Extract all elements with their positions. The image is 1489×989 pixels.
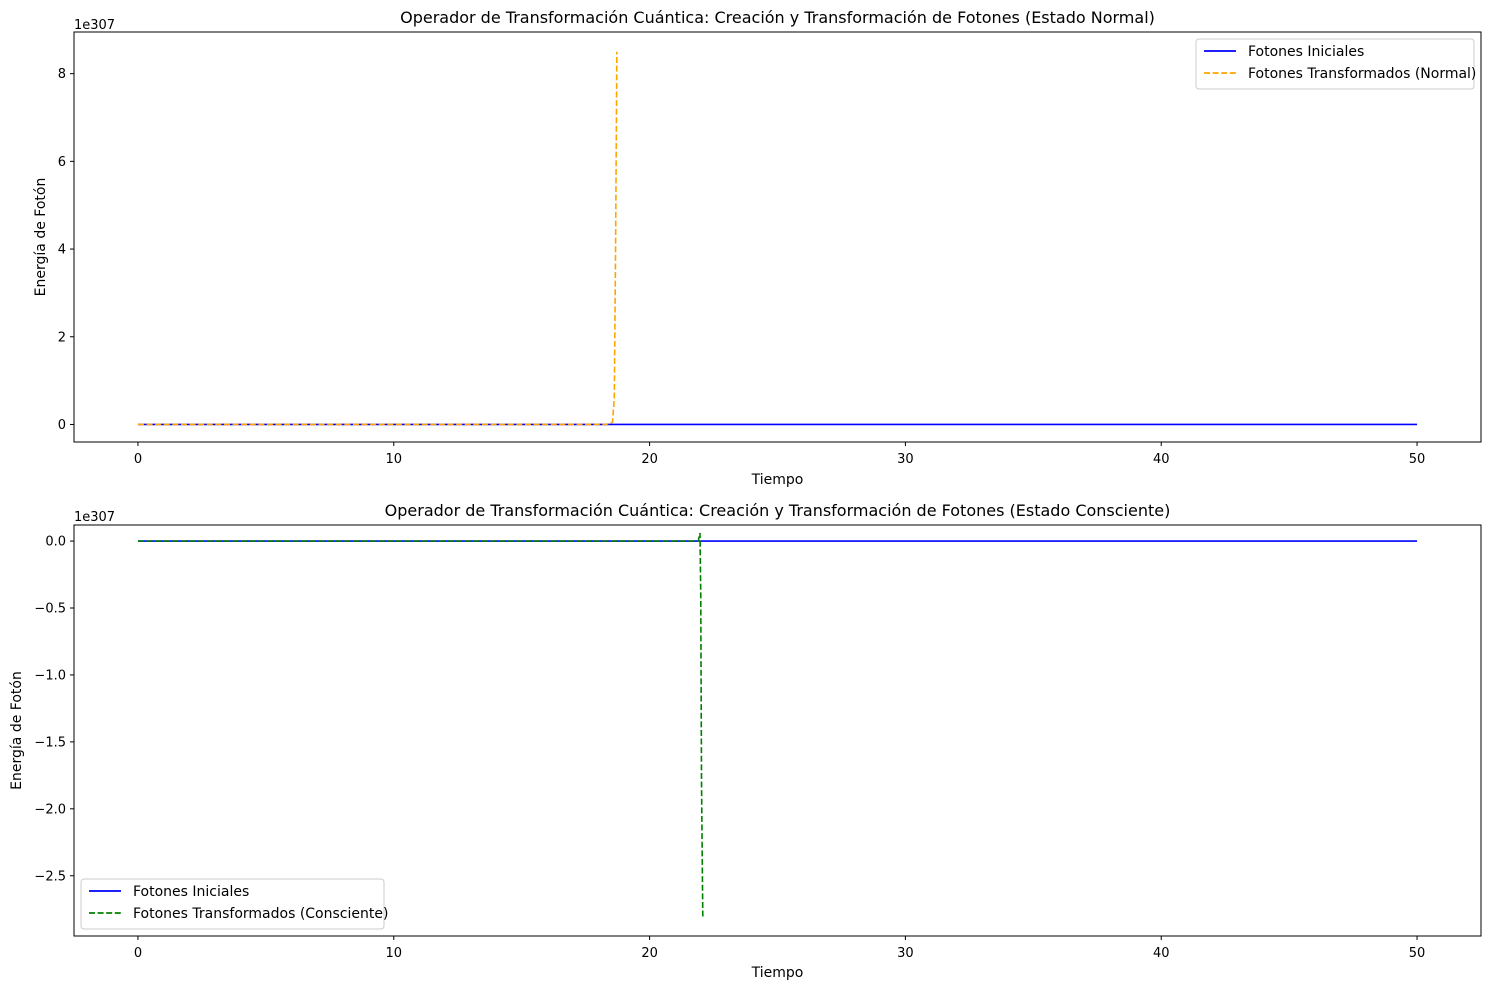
x-tick-label: 50 [1409, 452, 1426, 467]
x-tick-label: 10 [385, 452, 402, 467]
y-tick-label: −1.0 [34, 668, 66, 683]
chart-title: Operador de Transformación Cuántica: Cre… [400, 8, 1155, 27]
legend: Fotones Iniciales Fotones Transformados (… [1195, 38, 1476, 90]
y-offset-text: 1e307 [74, 18, 115, 33]
x-tick-label: 50 [1409, 946, 1426, 961]
legend-label: Fotones Transformados (Normal) [1248, 66, 1476, 82]
axes-frame [73, 31, 1482, 443]
x-tick-label: 0 [134, 452, 142, 467]
chart-consciente: 0 10 20 30 40 50 0.0 −0.5 −1.0 −1.5 −2.0 −2.5 1e307 O… [9, 501, 1482, 981]
x-tick-label: 30 [897, 946, 914, 961]
y-tick-label: 2 [58, 330, 66, 345]
chart-normal: 0 10 20 30 40 50 0 2 4 6 8 1e307 Operador de Transfo… [33, 8, 1482, 488]
y-axis-label: Energía de Fotón [33, 178, 49, 297]
y-offset-text: 1e307 [74, 510, 115, 525]
y-tick-label: 4 [58, 243, 66, 258]
chart-title: Operador de Transformación Cuántica: Cre… [385, 501, 1171, 520]
series-line-fotones-transformados [137, 532, 704, 919]
x-axis-label: Tiempo [751, 965, 804, 981]
x-tick-label: 20 [641, 946, 658, 961]
legend-label: Fotones Transformados (Consciente) [133, 906, 388, 922]
x-tick-label: 40 [1153, 452, 1170, 467]
y-tick-label: −1.5 [34, 735, 66, 750]
y-tick-label: −2.0 [34, 802, 66, 817]
y-tick-label: −0.5 [34, 602, 66, 617]
x-tick-label: 40 [1153, 946, 1170, 961]
x-axis-label: Tiempo [751, 472, 804, 488]
legend-box [80, 878, 385, 930]
y-tick-label: 0 [58, 418, 66, 433]
y-tick-label: −2.5 [34, 869, 66, 884]
x-tick-label: 0 [134, 946, 142, 961]
y-tick-label: 6 [58, 155, 66, 170]
y-tick-label: 8 [58, 67, 66, 82]
series-line-fotones-transformados [137, 51, 618, 426]
y-axis-label: Energía de Fotón [9, 671, 25, 790]
x-tick-label: 20 [641, 452, 658, 467]
legend: Fotones Iniciales Fotones Transformados (… [80, 878, 388, 930]
axes-frame [73, 524, 1482, 937]
y-tick-label: 0.0 [45, 535, 66, 550]
x-tick-label: 10 [385, 946, 402, 961]
legend-box [1195, 38, 1475, 90]
x-tick-label: 30 [897, 452, 914, 467]
legend-label: Fotones Iniciales [1248, 44, 1364, 60]
legend-label: Fotones Iniciales [133, 884, 249, 900]
